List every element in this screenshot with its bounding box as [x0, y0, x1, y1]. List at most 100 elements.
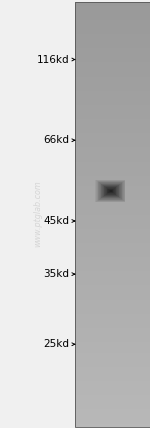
Text: www.ptglab.com: www.ptglab.com — [33, 181, 42, 247]
Bar — [97, 186, 98, 187]
Bar — [111, 186, 112, 187]
Bar — [123, 183, 124, 184]
Bar — [99, 185, 100, 186]
Bar — [75, 314, 150, 317]
Bar — [108, 182, 109, 183]
Bar — [75, 140, 150, 144]
Bar — [118, 200, 119, 201]
Bar — [103, 184, 104, 185]
Bar — [98, 189, 99, 190]
Bar — [110, 193, 111, 194]
Bar — [75, 98, 150, 101]
Bar — [98, 191, 99, 192]
Bar — [121, 193, 122, 194]
Bar — [121, 188, 122, 189]
Bar — [124, 194, 125, 195]
Bar — [75, 257, 150, 261]
Bar — [95, 193, 96, 194]
Bar — [96, 187, 97, 188]
Bar — [107, 186, 108, 187]
Bar — [75, 416, 150, 420]
Bar — [123, 199, 124, 200]
Bar — [101, 192, 102, 193]
Bar — [124, 189, 125, 190]
Bar — [107, 189, 108, 190]
Bar — [109, 195, 110, 196]
Bar — [118, 191, 119, 192]
Bar — [75, 80, 150, 83]
Bar — [121, 189, 122, 190]
Bar — [99, 187, 100, 188]
Bar — [75, 211, 150, 215]
Bar — [99, 193, 100, 194]
Bar — [75, 367, 150, 371]
Bar — [98, 201, 99, 202]
Bar — [103, 192, 104, 193]
Bar — [100, 190, 101, 191]
Bar — [122, 182, 123, 183]
Bar — [110, 184, 111, 185]
Bar — [106, 193, 107, 194]
Bar — [112, 195, 113, 196]
Bar — [121, 186, 122, 187]
Bar — [95, 190, 96, 191]
Bar — [75, 133, 150, 137]
Bar — [103, 183, 104, 184]
Bar — [124, 188, 125, 189]
Bar — [75, 420, 150, 424]
Bar — [103, 191, 104, 192]
Bar — [106, 194, 107, 195]
Bar — [100, 182, 101, 183]
Bar — [107, 194, 108, 195]
Bar — [117, 183, 118, 184]
Bar — [75, 172, 150, 175]
Bar — [117, 190, 118, 191]
Bar — [97, 185, 98, 186]
Bar — [95, 180, 96, 181]
Bar — [119, 194, 120, 195]
Bar — [108, 195, 109, 196]
Bar — [103, 180, 104, 181]
Bar — [123, 201, 124, 202]
Bar — [105, 188, 106, 189]
Bar — [122, 187, 123, 188]
Bar — [107, 193, 108, 194]
Bar — [118, 182, 119, 183]
Bar — [116, 189, 117, 190]
Bar — [98, 185, 99, 186]
Bar — [122, 200, 123, 201]
Bar — [75, 2, 150, 427]
Text: 66kd: 66kd — [43, 135, 69, 145]
Bar — [102, 199, 103, 200]
Bar — [106, 195, 107, 196]
Bar — [75, 24, 150, 27]
Bar — [117, 201, 118, 202]
Bar — [120, 193, 121, 194]
Bar — [124, 197, 125, 198]
Bar — [108, 184, 109, 185]
Bar — [123, 185, 124, 186]
Bar — [75, 310, 150, 314]
Bar — [95, 183, 96, 184]
Bar — [75, 303, 150, 307]
Bar — [112, 199, 113, 200]
Bar — [103, 190, 104, 191]
Bar — [75, 48, 150, 52]
Bar — [99, 186, 100, 187]
Bar — [96, 181, 97, 182]
Bar — [120, 194, 121, 195]
Bar — [115, 182, 116, 183]
Bar — [75, 83, 150, 87]
Bar — [111, 188, 112, 189]
Bar — [114, 181, 115, 182]
Bar — [116, 180, 117, 181]
Bar — [103, 184, 104, 185]
Bar — [102, 194, 103, 195]
Bar — [107, 190, 108, 191]
Bar — [103, 187, 104, 188]
Bar — [106, 182, 107, 183]
Bar — [104, 194, 105, 195]
Bar — [75, 130, 150, 133]
Bar — [109, 191, 110, 192]
Bar — [102, 192, 103, 193]
